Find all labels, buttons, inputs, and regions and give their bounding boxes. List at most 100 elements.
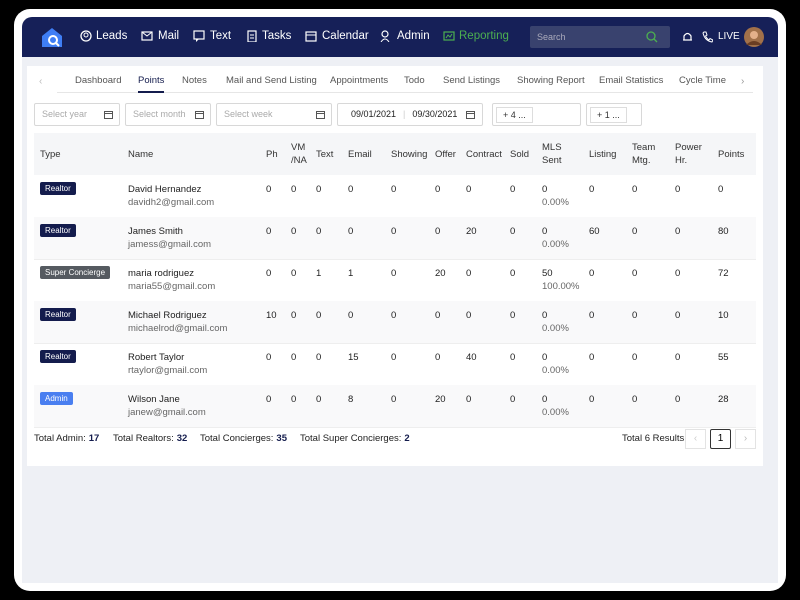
week-filter[interactable]: Select week (216, 103, 332, 126)
tab[interactable]: Cycle Time (679, 75, 726, 86)
row-background (34, 385, 756, 427)
start-date: 09/01/2021 (351, 109, 397, 119)
metric-value: 0 (391, 226, 397, 237)
metric-value: 0 (316, 310, 322, 321)
nav-tasks[interactable]: Tasks (262, 30, 292, 42)
year-filter[interactable]: Select year (34, 103, 120, 126)
user-email: rtaylor@gmail.com (128, 365, 208, 376)
user-name: David Hernandez (128, 184, 202, 195)
metric-value: 80 (718, 226, 729, 237)
page-current[interactable]: 1 (710, 429, 731, 449)
page-prev[interactable]: ‹ (685, 429, 706, 449)
metric-value: 1 (348, 268, 354, 279)
app-screen: Leads Mail Text Tasks Calendar Admin Rep… (22, 17, 778, 583)
metric-value: 0 (316, 226, 322, 237)
nav-admin[interactable]: Admin (397, 30, 430, 42)
metric-value: 0 (632, 268, 638, 279)
metric-value: 0 (466, 268, 472, 279)
metric-value: 0 (542, 226, 548, 237)
search-box[interactable]: Search (530, 26, 670, 48)
summary-label: Total Concierges: (200, 433, 274, 444)
date-range[interactable]: 09/01/2021 | 09/30/2021 (337, 103, 483, 126)
bell-icon[interactable] (682, 31, 693, 43)
summary-item: Total Admin: 17 (34, 433, 99, 444)
page-next[interactable]: › (735, 429, 756, 449)
avatar[interactable] (744, 27, 764, 47)
calendar-icon (104, 111, 113, 119)
metric-value: 0 (542, 394, 548, 405)
metric-value: 0 (589, 352, 595, 363)
nav-reporting[interactable]: Reporting (459, 30, 509, 42)
metric-value: 0 (348, 226, 354, 237)
metric-value: 10 (266, 310, 277, 321)
summary-label: Total Realtors: (113, 433, 174, 444)
metric-value: 0 (675, 268, 681, 279)
metric-value: 0 (291, 184, 297, 195)
column-header: Ph (266, 149, 278, 160)
summary-item: Total Super Concierges: 2 (300, 433, 410, 444)
nav-mail[interactable]: Mail (158, 30, 180, 42)
nav-leads[interactable]: Leads (96, 30, 128, 42)
metric-value: 0 (291, 352, 297, 363)
summary-item: Total Realtors: 32 (113, 433, 187, 444)
metric-value: 72 (718, 268, 729, 279)
metric-value: 0 (589, 184, 595, 195)
column-header: Sold (510, 149, 530, 160)
metric-value: 0 (675, 184, 681, 195)
metric-value: 0 (291, 394, 297, 405)
tab[interactable]: Showing Report (517, 75, 585, 86)
tab[interactable]: Email Statistics (599, 75, 664, 86)
search-icon (646, 31, 658, 43)
summary-value: 32 (176, 433, 188, 444)
mls-percent: 0.00% (542, 197, 569, 208)
user-email: janew@gmail.com (128, 407, 206, 418)
content-card: ‹ › Dashboard Points Notes Mail and Send Li… (27, 66, 763, 466)
metric-value: 0 (391, 184, 397, 195)
tab[interactable]: Mail and Send Listing (226, 75, 317, 86)
metric-value: 0 (316, 184, 322, 195)
metric-value: 0 (435, 226, 441, 237)
mail-icon (141, 31, 153, 41)
metric-value: 0 (435, 310, 441, 321)
metric-value: 0 (316, 394, 322, 405)
phone-icon[interactable] (702, 31, 713, 43)
metric-value: 50 (542, 268, 553, 279)
tabs-next[interactable]: › (741, 76, 745, 87)
tab[interactable]: Todo (404, 75, 425, 86)
tab[interactable]: Dashboard (75, 75, 122, 86)
results-count: Total 6 Results (622, 433, 685, 444)
column-header: Listing (589, 149, 617, 160)
end-date: 09/30/2021 (412, 109, 458, 119)
month-filter[interactable]: Select month (125, 103, 211, 126)
mls-percent: 0.00% (542, 365, 569, 376)
calendar-icon (466, 111, 475, 119)
type-badge: Realtor (40, 350, 76, 363)
user-name: Robert Taylor (128, 352, 185, 363)
row-divider (34, 259, 756, 260)
navbar: Leads Mail Text Tasks Calendar Admin Rep… (22, 17, 778, 57)
column-header: VM /NA (291, 142, 307, 166)
logo (42, 28, 62, 47)
metric-value: 0 (589, 310, 595, 321)
tasks-icon (247, 30, 257, 42)
metric-value: 0 (632, 226, 638, 237)
leads-icon (80, 30, 92, 42)
nav-calendar[interactable]: Calendar (322, 30, 369, 42)
type-badge: Realtor (40, 308, 76, 321)
row-background (34, 217, 756, 259)
tag-filter-b[interactable]: + 1 ... (586, 103, 642, 126)
tab[interactable]: Notes (182, 75, 207, 86)
nav-text[interactable]: Text (210, 30, 232, 42)
column-header: Email (348, 149, 372, 160)
tab[interactable]: Points (138, 75, 165, 86)
tab[interactable]: Send Listings (443, 75, 501, 86)
metric-value: 0 (266, 352, 272, 363)
tab[interactable]: Appointments (330, 75, 389, 86)
admin-icon (380, 30, 390, 42)
metric-value: 0 (542, 184, 548, 195)
tag-filter-a[interactable]: + 4 ... (492, 103, 581, 126)
user-name: maria rodriguez (128, 268, 194, 279)
metric-value: 0 (542, 310, 548, 321)
tabs-prev[interactable]: ‹ (39, 76, 43, 87)
text-icon (193, 30, 205, 42)
